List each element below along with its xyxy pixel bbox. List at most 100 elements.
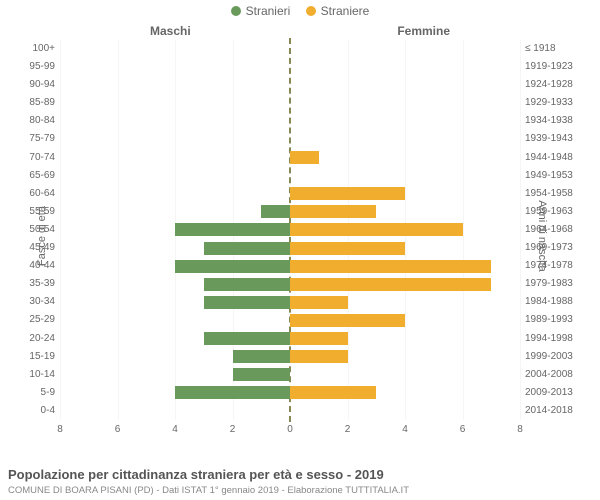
xtick-label: 8 [57,424,63,435]
age-label: 30-34 [15,293,55,311]
birth-year-label: 1979-1983 [525,275,585,293]
age-label: 60-64 [15,185,55,203]
birth-year-label: 2004-2008 [525,366,585,384]
age-label: 65-69 [15,167,55,185]
bar-male [261,205,290,218]
age-label: 90-94 [15,76,55,94]
chart-caption: Popolazione per cittadinanza straniera p… [8,467,592,482]
bar-male [204,332,290,345]
xtick-label: 4 [172,424,178,435]
bar-female [290,296,348,309]
age-label: 70-74 [15,149,55,167]
xtick-label: 2 [345,424,351,435]
birth-year-label: 1969-1973 [525,239,585,257]
side-title-male: Maschi [150,24,191,38]
age-row: 15-191999-2003 [60,348,520,366]
age-label: 50-54 [15,221,55,239]
bar-male [233,350,291,363]
age-label: 10-14 [15,366,55,384]
age-row: 45-491969-1973 [60,239,520,257]
legend-female: Straniere [306,4,370,18]
birth-year-label: 1994-1998 [525,330,585,348]
xtick-label: 6 [460,424,466,435]
birth-year-label: ≤ 1918 [525,40,585,58]
pyramid-chart: Stranieri Straniere Maschi Femmine 86420… [0,0,600,500]
side-title-female: Femmine [397,24,450,38]
age-row: 50-541964-1968 [60,221,520,239]
age-row: 90-941924-1928 [60,76,520,94]
age-row: 40-441974-1978 [60,257,520,275]
bar-female [290,350,348,363]
bar-male [175,260,290,273]
age-row: 20-241994-1998 [60,330,520,348]
birth-year-label: 1999-2003 [525,348,585,366]
age-label: 15-19 [15,348,55,366]
gridline [520,40,521,420]
age-label: 45-49 [15,239,55,257]
age-label: 5-9 [15,384,55,402]
legend-male-label: Stranieri [246,4,291,18]
age-row: 80-841934-1938 [60,112,520,130]
age-row: 55-591959-1963 [60,203,520,221]
age-row: 25-291989-1993 [60,311,520,329]
birth-year-label: 1939-1943 [525,130,585,148]
age-label: 35-39 [15,275,55,293]
age-row: 0-42014-2018 [60,402,520,420]
bar-male [204,296,290,309]
age-label: 95-99 [15,58,55,76]
bar-male [204,242,290,255]
xtick-label: 8 [517,424,523,435]
age-row: 5-92009-2013 [60,384,520,402]
age-row: 60-641954-1958 [60,185,520,203]
xtick-label: 4 [402,424,408,435]
birth-year-label: 1959-1963 [525,203,585,221]
bar-female [290,187,405,200]
birth-year-label: 1984-1988 [525,293,585,311]
legend: Stranieri Straniere [0,4,600,19]
legend-female-swatch [306,6,316,16]
xtick-label: 0 [287,424,293,435]
legend-female-label: Straniere [321,4,370,18]
chart-subcaption: COMUNE DI BOARA PISANI (PD) - Dati ISTAT… [8,485,592,496]
birth-year-label: 1989-1993 [525,311,585,329]
bar-female [290,223,463,236]
birth-year-label: 1954-1958 [525,185,585,203]
age-row: 95-991919-1923 [60,58,520,76]
age-label: 80-84 [15,112,55,130]
age-label: 40-44 [15,257,55,275]
bar-female [290,314,405,327]
age-label: 25-29 [15,311,55,329]
bar-female [290,386,376,399]
age-row: 35-391979-1983 [60,275,520,293]
age-label: 20-24 [15,330,55,348]
bar-female [290,278,491,291]
bar-female [290,151,319,164]
legend-male-swatch [231,6,241,16]
age-row: 100+≤ 1918 [60,40,520,58]
birth-year-label: 1974-1978 [525,257,585,275]
bar-female [290,332,348,345]
plot-area: 864202468Fasce di etàAnni di nascita100+… [60,40,520,440]
xtick-label: 6 [115,424,121,435]
birth-year-label: 1944-1948 [525,149,585,167]
bar-male [175,386,290,399]
birth-year-label: 2009-2013 [525,384,585,402]
birth-year-label: 1964-1968 [525,221,585,239]
age-label: 100+ [15,40,55,58]
age-label: 0-4 [15,402,55,420]
xtick-label: 2 [230,424,236,435]
age-row: 70-741944-1948 [60,149,520,167]
birth-year-label: 1934-1938 [525,112,585,130]
legend-male: Stranieri [231,4,291,18]
bar-male [204,278,290,291]
birth-year-label: 1924-1928 [525,76,585,94]
age-row: 10-142004-2008 [60,366,520,384]
bar-male [233,368,291,381]
age-row: 85-891929-1933 [60,94,520,112]
age-row: 65-691949-1953 [60,167,520,185]
birth-year-label: 1919-1923 [525,58,585,76]
bar-female [290,242,405,255]
birth-year-label: 1929-1933 [525,94,585,112]
age-row: 75-791939-1943 [60,130,520,148]
age-label: 55-59 [15,203,55,221]
